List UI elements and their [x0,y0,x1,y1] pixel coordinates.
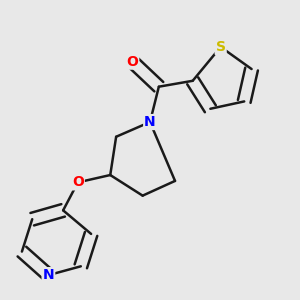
Text: N: N [144,115,156,129]
Text: O: O [126,55,138,69]
Text: S: S [216,40,226,54]
Text: O: O [72,176,84,189]
Text: N: N [43,268,54,282]
